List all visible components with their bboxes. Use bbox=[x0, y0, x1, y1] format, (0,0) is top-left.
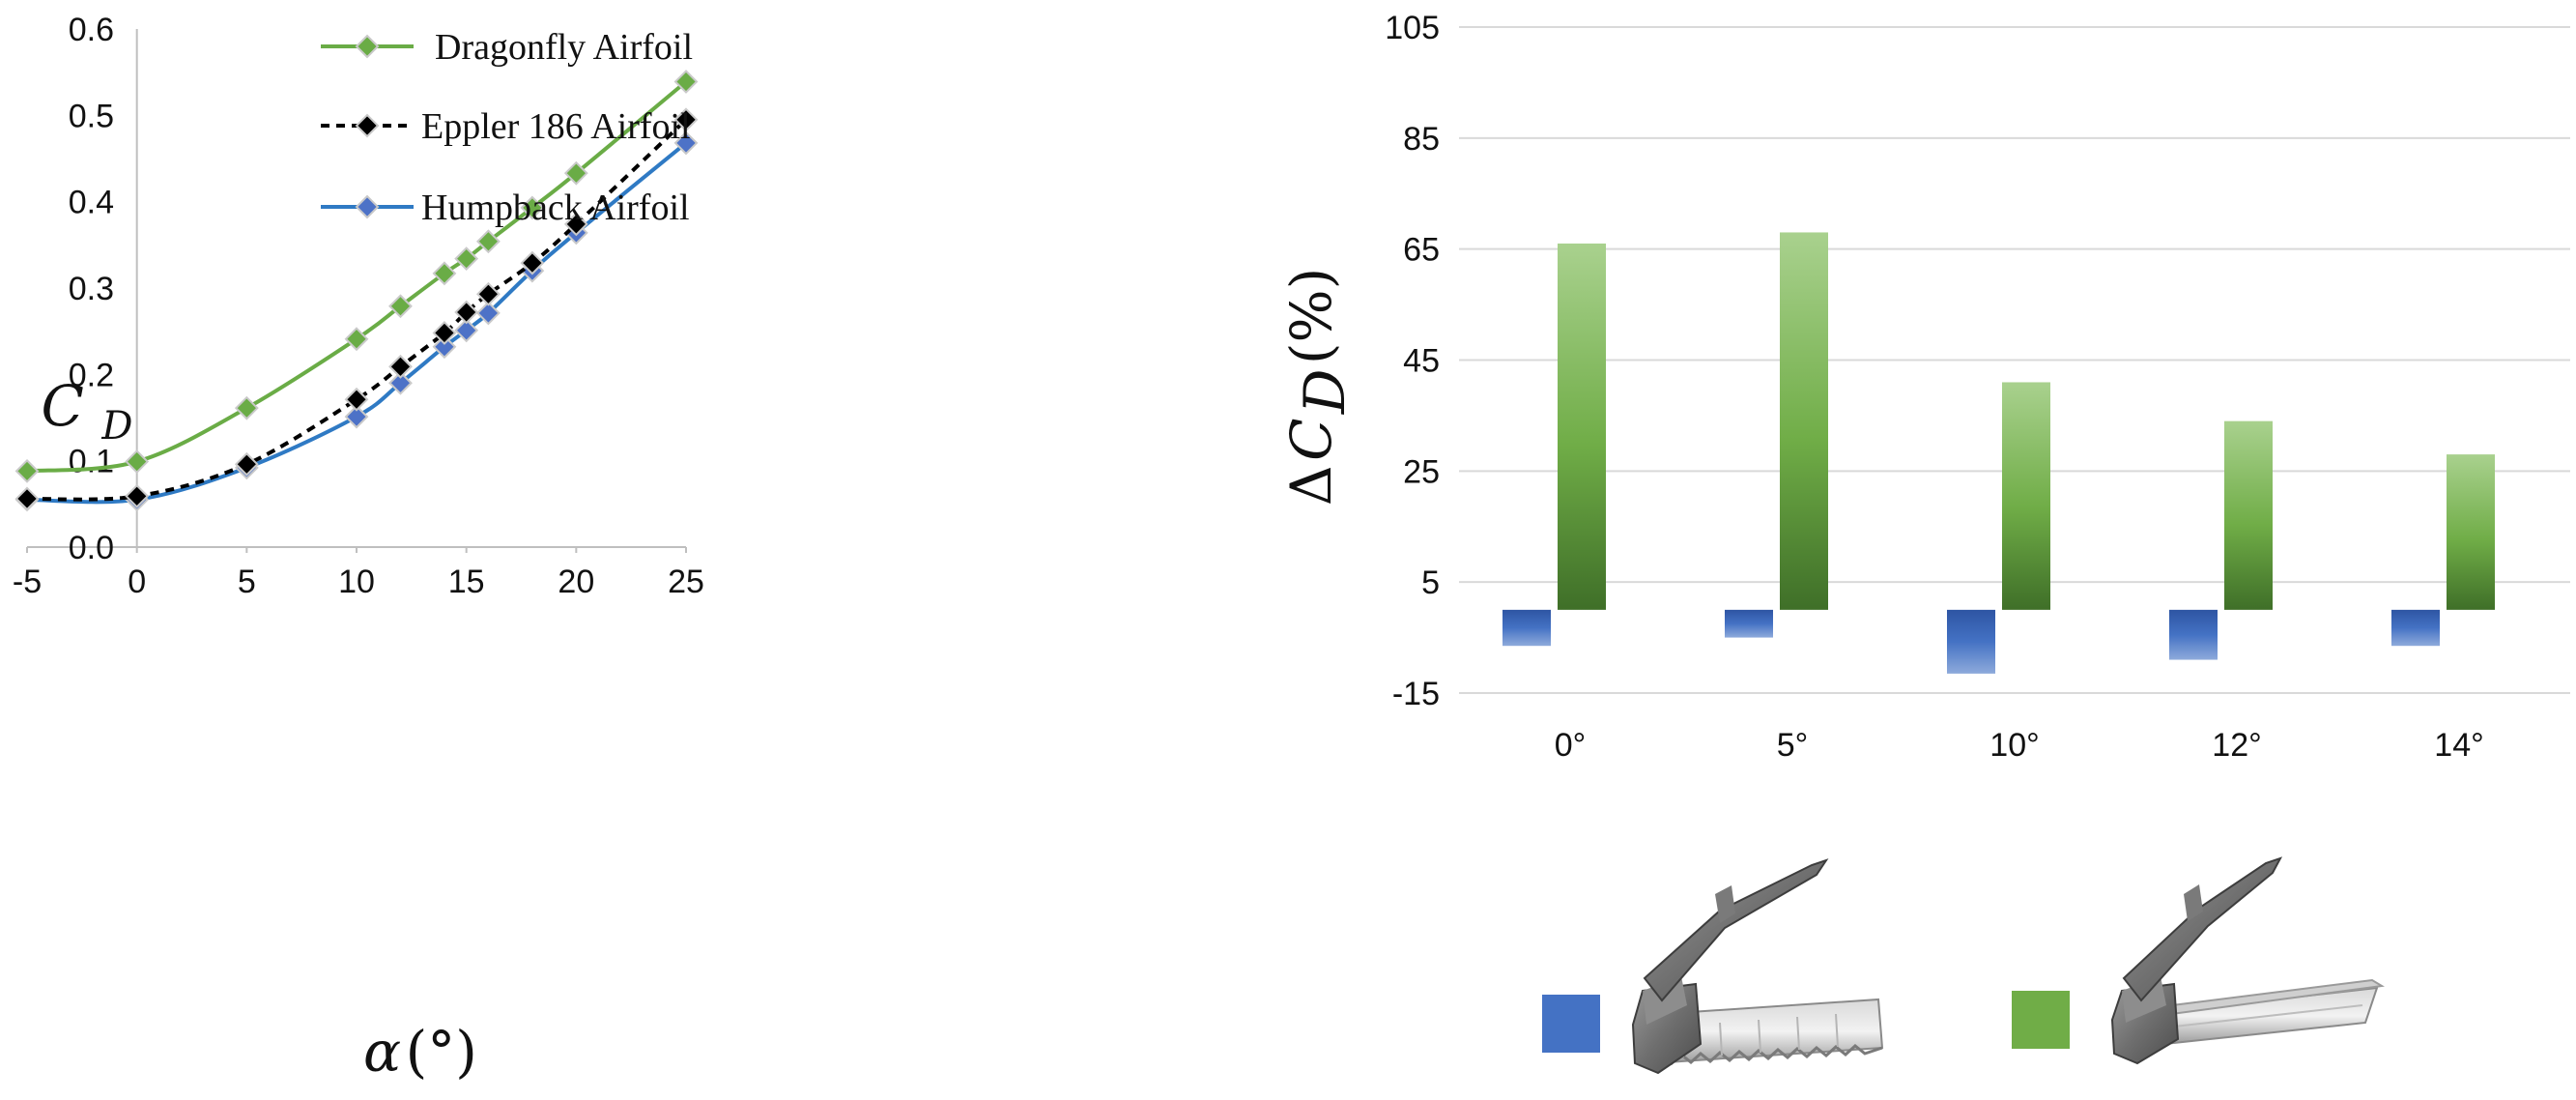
humpback-bar bbox=[1947, 610, 1995, 674]
data-point-marker bbox=[127, 451, 148, 473]
x-tick-label: 20 bbox=[558, 564, 594, 600]
legend-marker bbox=[357, 115, 378, 136]
x-tick-label: 0° bbox=[1555, 727, 1587, 764]
y-tick-label: 85 bbox=[1403, 121, 1440, 158]
x-tick-label: 25 bbox=[668, 564, 704, 600]
humpback-wing-model-image bbox=[1633, 860, 1882, 1073]
legend-label: Humpback Airfoil bbox=[421, 188, 690, 228]
x-tick-label: 5° bbox=[1777, 727, 1809, 764]
y-tick-label: 5 bbox=[1421, 564, 1440, 601]
x-tick-label: 15 bbox=[448, 564, 485, 600]
x-tick-label: 10° bbox=[1989, 727, 2039, 764]
legend-marker bbox=[357, 196, 378, 217]
humpback-key-swatch bbox=[1542, 995, 1600, 1053]
y-tick-label: 0.4 bbox=[69, 185, 114, 221]
y-tick-label: 0.5 bbox=[69, 98, 114, 134]
y-tick-label: 45 bbox=[1403, 343, 1440, 380]
dragonfly-wing-model-image bbox=[2112, 858, 2382, 1063]
y-tick-label: 0.3 bbox=[69, 271, 114, 307]
dragonfly-key-swatch bbox=[2012, 991, 2070, 1049]
delta-drag-bar-chart: 105 85 65 45 25 5 -15 0° 5° 10° 12° 14° Δ C D (%) bbox=[1278, 10, 2570, 764]
data-point-marker bbox=[346, 389, 367, 410]
bar-chart-bars bbox=[1503, 232, 2495, 673]
line-chart-legend: Dragonfly Airfoil Eppler 186 Airfoil Humpb… bbox=[321, 27, 693, 228]
x-tick-label: 10 bbox=[338, 564, 375, 600]
humpback-bar bbox=[2169, 610, 2218, 660]
x-tick-label: 5 bbox=[238, 564, 256, 600]
humpback-bar bbox=[1503, 610, 1551, 646]
line-chart-y-axis-title: C D bbox=[42, 373, 133, 449]
airfoil-key bbox=[1542, 858, 2382, 1073]
x-tick-label: -5 bbox=[13, 564, 42, 600]
bar-chart-y-axis-title: Δ C D (%) bbox=[1278, 268, 1358, 507]
legend-label: Dragonfly Airfoil bbox=[435, 27, 693, 68]
dragonfly-bar bbox=[1780, 232, 1828, 609]
y-tick-label: 65 bbox=[1403, 232, 1440, 269]
y-tick-label: 0.0 bbox=[69, 530, 114, 566]
drag-coefficient-line-chart: -50510152025 0.00.10.20.30.40.50.6 Drago… bbox=[13, 12, 704, 1085]
data-point-marker bbox=[16, 488, 38, 509]
y-tick-label: -15 bbox=[1392, 676, 1440, 712]
humpback-bar bbox=[2391, 610, 2440, 646]
line-chart-x-axis-title: α (°) bbox=[363, 1019, 477, 1085]
humpback-bar bbox=[1725, 610, 1773, 638]
series-eppler-186-airfoil bbox=[16, 109, 697, 509]
y-tick-label: 105 bbox=[1385, 10, 1440, 46]
dragonfly-bar bbox=[2447, 454, 2495, 610]
data-point-marker bbox=[16, 460, 38, 481]
dragonfly-bar bbox=[2002, 382, 2050, 609]
legend-label: Eppler 186 Airfoil bbox=[421, 106, 691, 147]
y-tick-label: 25 bbox=[1403, 453, 1440, 490]
x-tick-label: 12° bbox=[2212, 727, 2261, 764]
line-chart-x-ticks: -5 0 5 10 15 20 25 bbox=[13, 547, 704, 600]
dragonfly-bar bbox=[1558, 244, 1606, 610]
dragonfly-bar bbox=[2224, 421, 2273, 610]
y-tick-label: 0.6 bbox=[69, 12, 114, 48]
data-point-marker bbox=[346, 329, 367, 350]
line-chart-y-ticks: 0.00.10.20.30.40.50.6 bbox=[69, 12, 114, 566]
bar-chart-x-ticks: 0° 5° 10° 12° 14° bbox=[1555, 727, 2484, 764]
x-tick-label: 0 bbox=[128, 564, 146, 600]
bar-chart-y-ticks: 105 85 65 45 25 5 -15 bbox=[1385, 10, 1440, 712]
x-tick-label: 14° bbox=[2434, 727, 2483, 764]
legend-marker bbox=[357, 36, 378, 57]
data-point-marker bbox=[236, 397, 257, 419]
y-tick-label: 0.1 bbox=[69, 444, 114, 480]
